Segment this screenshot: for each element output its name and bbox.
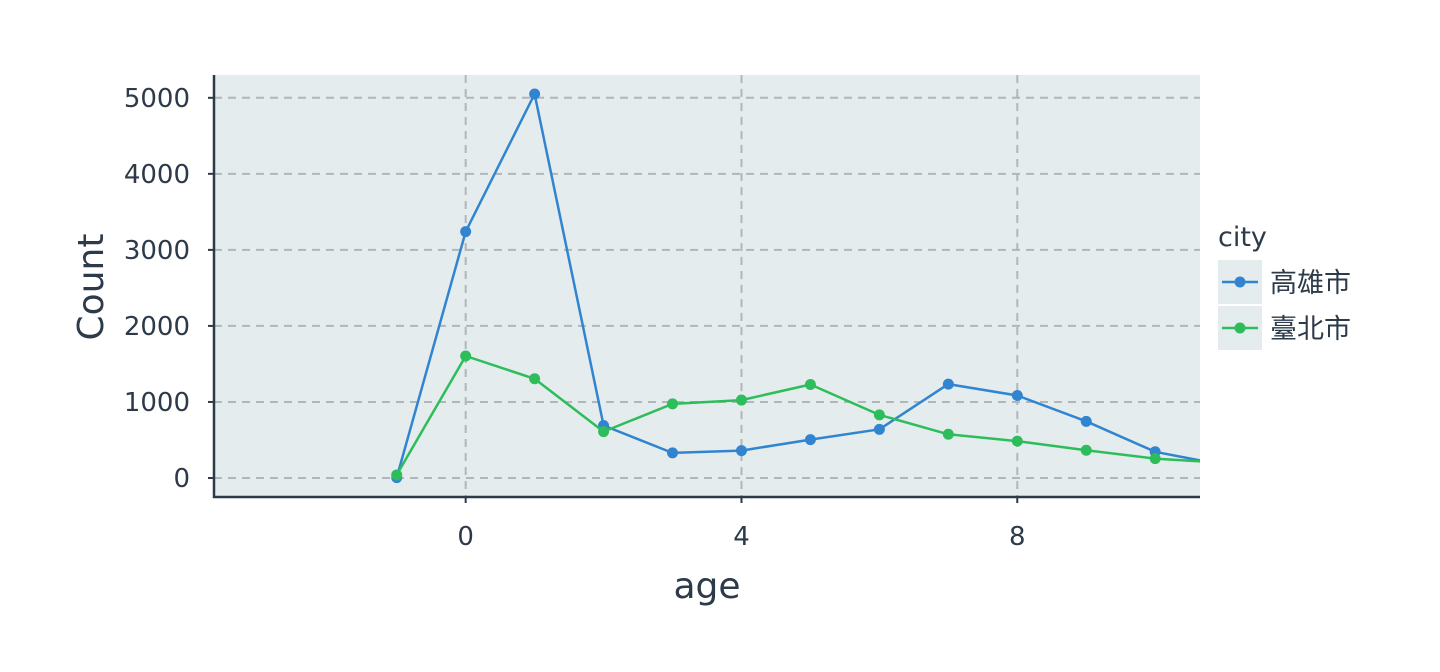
- data-point: [804, 378, 816, 390]
- data-point: [1080, 415, 1092, 427]
- legend-title: city: [1218, 222, 1267, 253]
- data-point: [391, 469, 403, 481]
- x-tick-labels: 0 4 8: [457, 497, 1026, 552]
- data-point: [873, 423, 885, 435]
- y-tick-labels: 0 1000 2000 3000 4000 5000: [124, 84, 214, 494]
- y-tick-label: 5000: [124, 84, 190, 114]
- legend-item: 臺北市: [1218, 306, 1351, 350]
- legend-label: 臺北市: [1270, 314, 1351, 345]
- data-point: [667, 398, 679, 410]
- data-point: [529, 88, 541, 100]
- data-point: [1219, 460, 1230, 471]
- x-tick-label: 4: [733, 522, 750, 552]
- legend-key-point: [1234, 276, 1246, 288]
- series-1: [391, 350, 1230, 481]
- data-point: [598, 426, 610, 438]
- data-point: [1080, 444, 1092, 456]
- data-point: [1011, 435, 1023, 447]
- data-point: [873, 409, 885, 421]
- legend-key-point: [1234, 322, 1246, 334]
- data-point: [667, 447, 679, 459]
- data-point: [460, 350, 472, 362]
- y-tick-label: 0: [173, 464, 190, 494]
- x-tick-label: 8: [1009, 522, 1026, 552]
- data-point: [1011, 389, 1023, 401]
- legend-label: 高雄市: [1270, 268, 1351, 299]
- data-point: [942, 428, 954, 440]
- data-point: [460, 226, 472, 238]
- data-point: [735, 394, 747, 406]
- y-tick-label: 1000: [124, 388, 190, 418]
- data-point: [804, 434, 816, 446]
- y-tick-label: 2000: [124, 312, 190, 342]
- data-point: [735, 445, 747, 457]
- data-point: [942, 378, 954, 390]
- y-tick-label: 3000: [124, 236, 190, 266]
- data-point: [529, 373, 541, 385]
- x-axis-title: age: [673, 566, 740, 607]
- y-axis-title: Count: [71, 234, 112, 341]
- legend-item: 高雄市: [1218, 260, 1351, 304]
- plot-panel: [214, 75, 1200, 497]
- series-layer: [391, 88, 1230, 484]
- data-point: [1149, 453, 1161, 465]
- data-point: [1219, 457, 1230, 468]
- x-tick-label: 0: [457, 522, 474, 552]
- y-tick-label: 4000: [124, 160, 190, 190]
